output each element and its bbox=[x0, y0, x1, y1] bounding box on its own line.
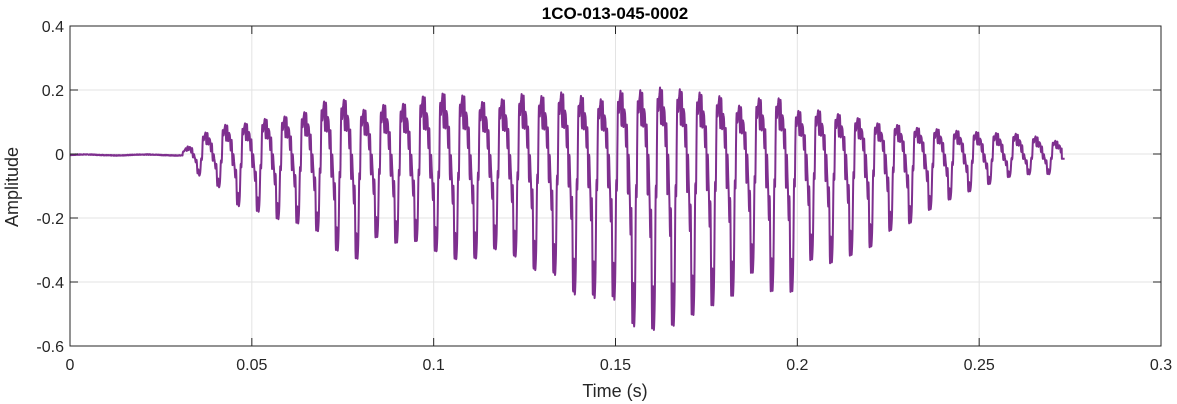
x-tick-label: 0.15 bbox=[600, 357, 631, 374]
x-tick-label: 0.3 bbox=[1150, 357, 1172, 374]
y-tick-label: -0.4 bbox=[36, 275, 64, 292]
y-tick-label: -0.2 bbox=[36, 211, 64, 228]
y-tick-label: 0 bbox=[55, 147, 64, 164]
y-tick-label: 0.4 bbox=[42, 19, 64, 36]
x-tick-label: 0.25 bbox=[964, 357, 995, 374]
plot-area bbox=[69, 86, 1066, 331]
y-axis-title: Amplitude bbox=[2, 147, 22, 227]
x-tick-label: 0 bbox=[66, 357, 75, 374]
x-axis-title: Time (s) bbox=[582, 381, 647, 401]
y-axis-ticks: -0.6 -0.4 -0.2 0 0.2 0.4 bbox=[36, 19, 1161, 356]
y-tick-label: -0.6 bbox=[36, 339, 64, 356]
y-tick-label: 0.2 bbox=[42, 83, 64, 100]
chart-title: 1CO-013-045-0002 bbox=[542, 4, 688, 23]
waveform-line bbox=[69, 86, 1066, 331]
x-tick-label: 0.1 bbox=[423, 357, 445, 374]
x-tick-label: 0.05 bbox=[236, 357, 267, 374]
x-tick-label: 0.2 bbox=[786, 357, 808, 374]
x-axis-ticks: 0 0.05 0.1 0.15 0.2 0.25 0.3 bbox=[66, 26, 1172, 374]
